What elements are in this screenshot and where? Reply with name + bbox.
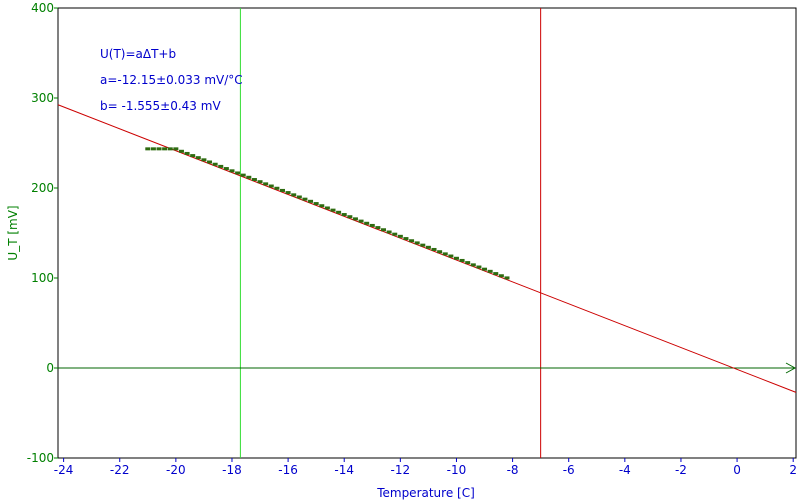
x-tick-label: -24 [54,463,74,477]
x-tick-label: -22 [110,463,130,477]
data-point [437,250,443,254]
data-point [279,188,285,192]
x-axis-title: Temperature [C] [376,486,475,500]
data-point [190,154,196,158]
data-point [386,230,392,234]
data-point [459,258,465,262]
data-point [268,184,274,188]
data-point [167,147,173,151]
data-point [324,206,330,210]
x-tick-label: 0 [733,463,741,477]
data-point [369,223,375,227]
x-tick-label: -16 [278,463,298,477]
data-point [274,186,280,190]
x-tick-label: -6 [563,463,575,477]
data-point [308,199,314,203]
data-point [336,210,342,214]
data-point [498,274,504,278]
data-point [403,237,409,241]
data-point [482,267,488,271]
data-point [285,191,291,195]
data-point [218,164,224,168]
data-point [156,147,162,151]
data-point [246,175,252,179]
data-point [296,195,302,199]
data-point [493,272,499,276]
data-point [240,173,246,177]
x-tick-label: 2 [789,463,797,477]
data-point [313,202,319,206]
data-point [145,147,151,151]
data-point [352,217,358,221]
data-point [504,276,510,280]
data-point [235,171,241,175]
data-point [465,261,471,265]
data-point [212,162,218,166]
fit-equation-label: U(T)=aΔT+b [100,47,176,61]
x-axis-ticks: -24 -22 -20 -18 -16 -14 -12 -10 -8 -6 -4 -2 0 2 [54,458,797,477]
data-point [178,149,184,153]
x-tick-label: -12 [391,463,411,477]
data-point [201,158,207,162]
data-point [184,151,190,155]
data-point [302,197,308,201]
data-points [145,147,510,280]
data-point [392,232,398,236]
data-point [397,234,403,238]
y-axis-title: U_T [mV] [6,205,20,260]
data-point [229,169,235,173]
data-point [442,252,448,256]
y-tick-label: 300 [31,91,54,105]
data-point [319,204,325,208]
y-tick-label: 0 [46,361,54,375]
data-point [425,245,431,249]
x-tick-label: -2 [675,463,687,477]
data-point [257,180,263,184]
y-tick-label: 200 [31,181,54,195]
cursor-lines [239,8,542,458]
data-point [173,147,179,151]
data-point [414,241,420,245]
data-point [341,213,347,217]
data-point [375,226,381,230]
data-point [364,221,370,225]
data-point [448,254,454,258]
data-point [195,156,201,160]
data-point [476,265,482,269]
data-point [453,256,459,260]
data-point [223,167,229,171]
data-point [162,147,168,151]
plot-frame [57,7,797,459]
y-tick-label: 100 [31,271,54,285]
x-tick-label: -10 [447,463,467,477]
x-tick-label: -4 [619,463,631,477]
data-point [409,239,415,243]
data-point [150,147,156,151]
x-tick-label: -8 [507,463,519,477]
y-axis-ticks: -100 0 100 200 300 400 [27,1,58,465]
y-tick-label: -100 [27,451,54,465]
x-tick-label: -18 [222,463,242,477]
data-point [251,178,257,182]
y-tick-label: 400 [31,1,54,15]
data-point [487,269,493,273]
data-point [347,215,353,219]
data-point [358,219,364,223]
data-point [381,228,387,232]
zero-line-arrow [785,362,797,374]
fit-slope-label: a=-12.15±0.033 mV/°C [100,73,243,87]
x-tick-label: -20 [166,463,186,477]
data-point [431,247,437,251]
fit-intercept-label: b= -1.555±0.43 mV [100,99,221,113]
x-tick-label: -14 [334,463,354,477]
data-point [330,208,336,212]
data-point [207,160,213,164]
data-point [263,182,269,186]
data-point [420,243,426,247]
data-point [470,263,476,267]
data-point [291,193,297,197]
